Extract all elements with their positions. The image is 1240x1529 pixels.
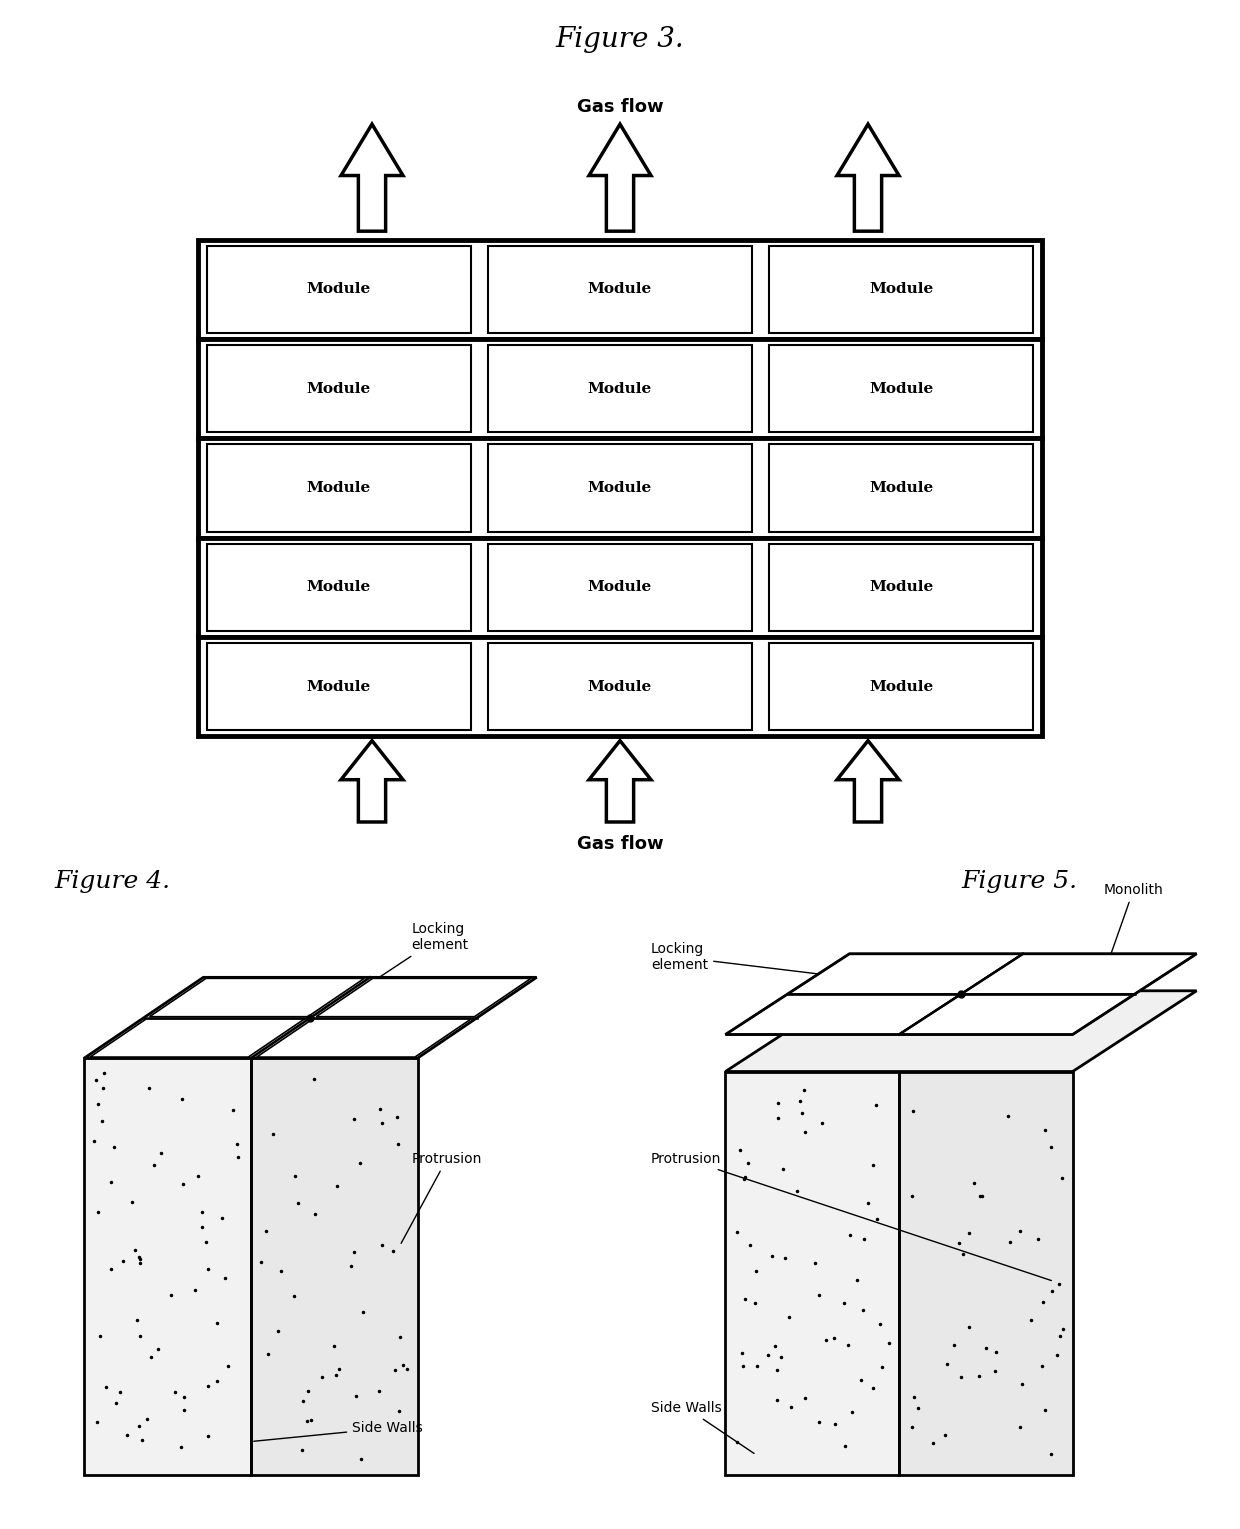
Polygon shape (961, 954, 1197, 994)
Bar (489, 644, 751, 731)
Text: Figure 5.: Figure 5. (961, 870, 1078, 893)
Bar (207, 644, 471, 731)
Bar (198, 339, 1042, 439)
Polygon shape (316, 979, 531, 1017)
Polygon shape (84, 977, 537, 1058)
Polygon shape (91, 1018, 305, 1057)
Text: Figure 3.: Figure 3. (556, 26, 684, 52)
Text: Side Walls: Side Walls (254, 1420, 423, 1442)
Polygon shape (589, 740, 651, 823)
Text: Module: Module (869, 680, 934, 694)
Polygon shape (787, 954, 1023, 994)
Bar (489, 445, 751, 532)
Bar (198, 240, 1042, 339)
Text: Module: Module (869, 382, 934, 396)
Polygon shape (725, 994, 961, 1035)
Text: Module: Module (306, 680, 371, 694)
Polygon shape (837, 124, 899, 231)
Text: Module: Module (588, 382, 652, 396)
Polygon shape (899, 1072, 1073, 1475)
Polygon shape (84, 1058, 250, 1475)
Bar (489, 544, 751, 631)
Text: Module: Module (588, 482, 652, 495)
Polygon shape (837, 740, 899, 823)
Polygon shape (341, 740, 403, 823)
Bar (207, 346, 471, 433)
Text: Module: Module (869, 283, 934, 297)
Bar (489, 246, 751, 333)
Bar (769, 346, 1033, 433)
Bar (198, 538, 1042, 638)
Bar (769, 644, 1033, 731)
Polygon shape (725, 991, 1197, 1072)
Bar (769, 445, 1033, 532)
Polygon shape (589, 124, 651, 231)
Polygon shape (150, 979, 365, 1017)
Bar (769, 246, 1033, 333)
Bar (207, 544, 471, 631)
Text: Figure 4.: Figure 4. (55, 870, 171, 893)
Bar (769, 544, 1033, 631)
Polygon shape (899, 994, 1135, 1035)
Text: Side Walls: Side Walls (651, 1401, 754, 1454)
Text: Monolith: Monolith (1086, 882, 1163, 1024)
Text: Module: Module (588, 680, 652, 694)
Text: Locking
element: Locking element (651, 942, 928, 988)
Text: Module: Module (306, 581, 371, 595)
Text: Module: Module (306, 482, 371, 495)
Text: Protrusion: Protrusion (401, 1151, 482, 1243)
Bar (207, 246, 471, 333)
Bar (198, 638, 1042, 737)
Text: Protrusion: Protrusion (651, 1151, 1052, 1281)
Bar (198, 439, 1042, 538)
Text: Module: Module (869, 482, 934, 495)
Text: Locking
element: Locking element (331, 922, 469, 1009)
Bar (489, 346, 751, 433)
Polygon shape (250, 1058, 418, 1475)
Text: Module: Module (588, 283, 652, 297)
Text: Gas flow: Gas flow (577, 835, 663, 853)
Text: Module: Module (306, 382, 371, 396)
Polygon shape (341, 124, 403, 231)
Bar (207, 445, 471, 532)
Text: Module: Module (588, 581, 652, 595)
Polygon shape (725, 1072, 899, 1475)
Text: Module: Module (306, 283, 371, 297)
Polygon shape (257, 1018, 471, 1057)
Text: Gas flow: Gas flow (577, 98, 663, 116)
Text: Module: Module (869, 581, 934, 595)
